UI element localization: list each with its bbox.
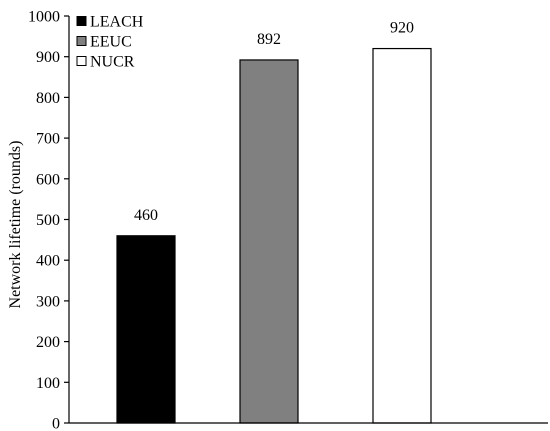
bars bbox=[116, 47, 432, 424]
data-labels: 460 892 920 bbox=[134, 20, 414, 224]
y-tick-label: 100 bbox=[36, 375, 60, 392]
legend-swatch-eeuc bbox=[76, 36, 87, 46]
legend-label-leach: LEACH bbox=[90, 14, 144, 31]
y-tick-label: 400 bbox=[36, 253, 60, 270]
y-tick-label: 300 bbox=[36, 293, 60, 310]
bar-leach bbox=[116, 235, 176, 424]
bar-nucr bbox=[372, 47, 432, 424]
data-label-eeuc: 892 bbox=[257, 31, 281, 48]
y-tick-label: 600 bbox=[36, 171, 60, 188]
bar-eeuc bbox=[239, 59, 299, 424]
y-tick-label: 0 bbox=[52, 416, 60, 431]
legend-label-nucr: NUCR bbox=[90, 54, 135, 71]
data-label-nucr: 920 bbox=[390, 20, 414, 37]
legend: LEACH EEUC NUCR bbox=[76, 14, 144, 71]
legend-swatch-nucr bbox=[76, 56, 87, 66]
y-axis-ticks: 0 100 200 300 400 500 600 700 800 900 1000 bbox=[28, 9, 69, 431]
y-tick-label: 900 bbox=[36, 49, 60, 66]
y-tick-label: 800 bbox=[36, 90, 60, 107]
data-label-leach: 460 bbox=[134, 207, 158, 224]
y-tick-label: 500 bbox=[36, 212, 60, 229]
y-tick-label: 700 bbox=[36, 131, 60, 148]
legend-label-eeuc: EEUC bbox=[90, 34, 132, 51]
y-tick-label: 200 bbox=[36, 334, 60, 351]
y-axis-title: Network lifetime (rounds) bbox=[7, 141, 24, 309]
legend-swatch-leach bbox=[76, 16, 87, 26]
y-tick-label: 1000 bbox=[28, 9, 60, 26]
